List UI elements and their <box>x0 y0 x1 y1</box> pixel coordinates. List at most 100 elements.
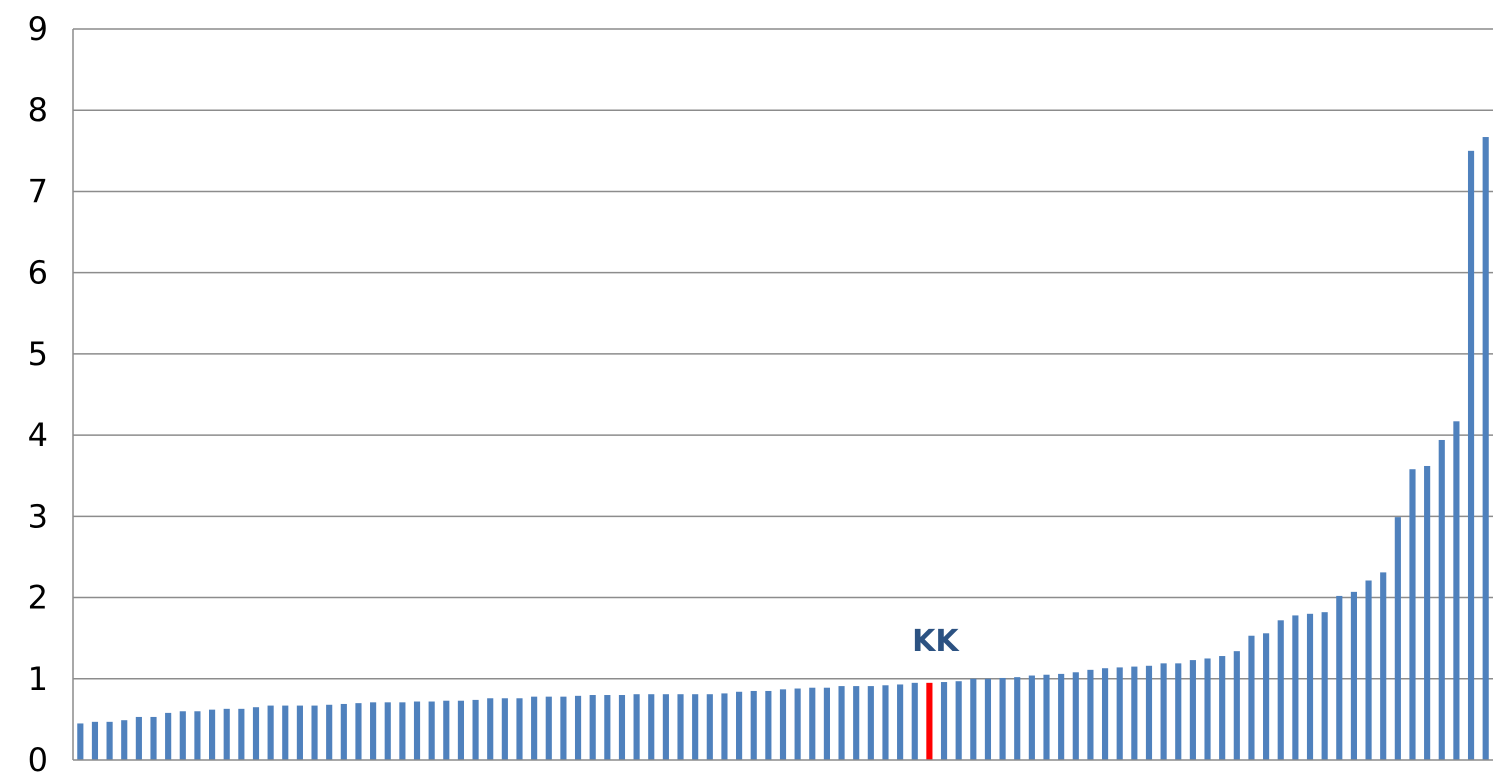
bar <box>457 700 465 760</box>
y-tick-label: 6 <box>28 254 48 292</box>
bar <box>1424 465 1431 760</box>
y-tick-label: 8 <box>28 91 48 129</box>
bar <box>443 700 450 760</box>
highlight-annotation: KK <box>912 624 960 659</box>
bar <box>296 705 303 760</box>
bar <box>1087 669 1094 760</box>
y-tick-label: 4 <box>28 416 48 454</box>
bar <box>662 694 669 760</box>
bar <box>135 716 142 760</box>
bar <box>1072 672 1079 760</box>
bar <box>267 705 274 760</box>
bar <box>516 698 523 760</box>
bar <box>150 716 157 760</box>
y-tick-label: 2 <box>28 579 48 617</box>
bar <box>1145 665 1153 760</box>
y-axis-tick-labels: 0 1 2 3 4 5 6 7 8 9 <box>28 10 48 772</box>
gridlines <box>73 28 1493 680</box>
y-tick-label: 7 <box>28 172 48 210</box>
bar <box>604 695 611 760</box>
bar <box>545 696 552 760</box>
bar <box>1058 673 1065 760</box>
bar <box>1189 660 1196 760</box>
y-tick-label: 5 <box>28 335 48 373</box>
bar <box>1028 675 1035 760</box>
bar <box>897 684 904 760</box>
bar <box>1116 667 1123 760</box>
bar <box>618 695 626 760</box>
bar <box>677 694 684 760</box>
bar <box>384 702 391 760</box>
bar <box>531 696 538 760</box>
bar <box>1482 137 1489 760</box>
bar-highlighted <box>926 682 933 760</box>
bar <box>472 699 479 760</box>
bar <box>560 696 567 760</box>
bar <box>194 711 201 760</box>
bar <box>1263 633 1270 760</box>
bar <box>1131 666 1138 760</box>
bar <box>633 694 640 760</box>
bar <box>1219 656 1226 760</box>
bar <box>1350 591 1357 760</box>
bar <box>209 709 216 760</box>
bar <box>1380 572 1387 760</box>
bar <box>750 690 757 760</box>
bar <box>823 687 830 760</box>
bar <box>794 688 801 760</box>
bar <box>1043 674 1050 760</box>
bar <box>721 693 728 760</box>
bar <box>1438 439 1445 760</box>
bar <box>1204 658 1211 760</box>
bar <box>1248 635 1255 760</box>
bar <box>955 681 962 760</box>
bar <box>91 721 99 760</box>
bar <box>501 698 508 760</box>
bar <box>736 691 743 760</box>
bar <box>106 721 113 760</box>
bar <box>1394 517 1401 760</box>
bar <box>1453 421 1460 760</box>
bar <box>940 682 948 760</box>
bar <box>1277 620 1284 760</box>
bar <box>399 702 406 760</box>
bar <box>165 712 172 760</box>
bar <box>867 686 874 760</box>
bar <box>706 694 713 760</box>
bar <box>311 705 318 760</box>
bar <box>1467 150 1475 760</box>
bar <box>984 678 992 760</box>
y-tick-label: 9 <box>28 10 48 48</box>
bar <box>282 705 289 760</box>
bar <box>999 677 1006 760</box>
bar <box>1365 580 1372 760</box>
bar <box>487 698 494 760</box>
bar <box>252 707 260 760</box>
y-tick-label: 3 <box>28 497 48 535</box>
bar <box>77 723 84 760</box>
bar <box>340 703 347 760</box>
bar <box>223 708 230 760</box>
bar <box>779 689 787 760</box>
bar <box>179 711 186 760</box>
bar <box>765 690 772 760</box>
bars <box>77 137 1489 760</box>
bar <box>355 703 362 760</box>
bar <box>326 704 333 760</box>
bar <box>1233 651 1240 760</box>
bar <box>370 702 377 760</box>
bar <box>1160 663 1167 760</box>
bar <box>121 720 128 760</box>
bar <box>574 695 582 760</box>
bar <box>413 701 421 760</box>
bar <box>853 686 860 760</box>
bar <box>911 682 918 760</box>
bar <box>1306 613 1314 760</box>
bar <box>648 694 655 760</box>
bar <box>589 695 596 760</box>
bar <box>1292 615 1299 760</box>
y-tick-label: 0 <box>28 741 48 772</box>
bar <box>692 694 699 760</box>
y-tick-label: 1 <box>28 660 48 698</box>
